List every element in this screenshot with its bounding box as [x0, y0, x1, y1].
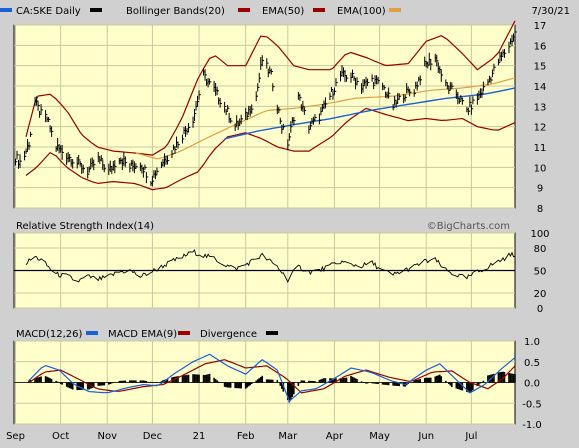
macd-legend-swatch [86, 331, 98, 335]
x-tick-label: Feb [237, 431, 255, 442]
price-panel [13, 24, 516, 209]
price-ytick-label: 16 [534, 41, 547, 52]
ema100-line [224, 87, 516, 140]
divergence-histogram [28, 371, 516, 403]
macd-ytick-label: 1.0 [524, 337, 540, 348]
macd-line [28, 353, 516, 403]
x-tick-label: 21 [193, 431, 206, 442]
x-tick-label: Jun [417, 431, 434, 442]
price-ytick-label: 13 [534, 102, 547, 113]
price-ytick-label: 10 [534, 163, 547, 174]
legend-label: EMA(50) [262, 6, 304, 17]
price-ytick-label: 15 [534, 62, 547, 73]
macd-ytick-label: -0.5 [522, 399, 542, 410]
price-ytick-label: 8 [537, 204, 543, 215]
rsi-ytick-label: 0 [537, 304, 543, 315]
price-ytick-label: 11 [534, 143, 547, 154]
chart-date: 7/30/21 [531, 6, 570, 17]
rsi-ytick-label: 20 [534, 289, 547, 300]
x-tick-label: Oct [52, 431, 69, 442]
x-tick-label: May [369, 431, 390, 442]
price-legend-swatch [90, 8, 102, 12]
rsi-ytick-label: 100 [530, 229, 549, 240]
legend-swatch [313, 8, 325, 12]
x-tick-label: Apr [326, 431, 344, 442]
legend-swatch [0, 8, 12, 12]
legend-label: Bollinger Bands(20) [126, 6, 225, 17]
macd-title: MACD(12,26) [16, 329, 83, 340]
rsi-title: Relative Strength Index(14) [16, 221, 154, 232]
macd-ytick-label: 0.5 [524, 358, 540, 369]
watermark: ©BigCharts.com [427, 221, 510, 232]
legend-swatch [238, 8, 250, 12]
x-tick-label: Nov [98, 431, 118, 442]
divergence-title: Divergence [200, 329, 257, 340]
rsi-ytick-label: 50 [534, 267, 547, 278]
x-tick-label: Mar [278, 431, 298, 442]
price-ytick-label: 14 [534, 82, 547, 93]
macd-ytick-label: -1.0 [522, 420, 542, 431]
price-bars [15, 26, 517, 187]
macd-signal-line [28, 359, 516, 394]
x-tick-label: Dec [143, 431, 162, 442]
bollinger-lower-line [25, 107, 516, 191]
divergence-legend-swatch [266, 331, 278, 335]
chart-title: CA:SKE Daily [16, 6, 81, 17]
price-ytick-label: 12 [534, 123, 547, 134]
macd-ytick-label: 0.0 [524, 379, 540, 390]
macd-ema-title: MACD EMA(9) [108, 329, 177, 340]
rsi-ytick-label: 80 [534, 244, 547, 255]
x-tick-label: Jul [464, 431, 477, 442]
legend-swatch [389, 8, 401, 12]
x-tick-label: Sep [6, 431, 25, 442]
macd-ema-legend-swatch [178, 331, 190, 335]
bollinger-upper-line [25, 20, 516, 156]
price-ytick-label: 9 [537, 184, 543, 195]
rsi-line [25, 249, 516, 283]
legend-label: EMA(100) [337, 6, 386, 17]
price-ytick-label: 17 [534, 21, 547, 32]
